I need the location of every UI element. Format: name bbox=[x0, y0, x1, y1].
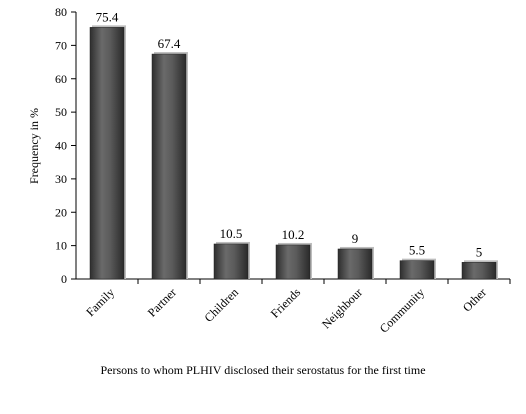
bars bbox=[89, 25, 498, 280]
category-label: Children bbox=[202, 285, 242, 325]
y-axis-title: Frequency in % bbox=[27, 108, 41, 184]
data-label: 5.5 bbox=[409, 243, 425, 258]
y-tick-label: 0 bbox=[61, 272, 67, 286]
y-tick-label: 10 bbox=[55, 239, 67, 253]
data-label: 10.2 bbox=[282, 227, 305, 242]
category-label: Partner bbox=[145, 285, 179, 319]
bar-friends bbox=[275, 244, 311, 280]
y-tick-label: 80 bbox=[55, 5, 67, 19]
bar-neighbour bbox=[337, 248, 373, 280]
y-tick-label: 60 bbox=[55, 72, 67, 86]
bar-children bbox=[213, 243, 249, 280]
data-label: 10.5 bbox=[220, 226, 243, 241]
data-label: 5 bbox=[476, 244, 483, 259]
data-label: 67.4 bbox=[158, 36, 181, 51]
y-tick-label: 70 bbox=[55, 38, 67, 52]
y-tick-label: 20 bbox=[55, 205, 67, 219]
category-label: Neighbour bbox=[319, 285, 365, 331]
data-label: 75.4 bbox=[96, 9, 119, 24]
data-label: 9 bbox=[352, 231, 359, 246]
category-label: Family bbox=[83, 285, 117, 319]
y-tick-label: 30 bbox=[55, 172, 67, 186]
category-label: Community bbox=[377, 285, 427, 335]
y-tick-label: 40 bbox=[55, 139, 67, 153]
category-label: Friends bbox=[268, 285, 304, 321]
category-label: Other bbox=[460, 285, 489, 314]
bar-partner bbox=[151, 53, 187, 280]
axes bbox=[71, 11, 511, 284]
y-tick-label: 50 bbox=[55, 105, 67, 119]
x-axis-title: Persons to whom PLHIV disclosed their se… bbox=[100, 363, 425, 377]
bar-community bbox=[399, 260, 435, 280]
bar-other bbox=[461, 262, 497, 280]
bar-family bbox=[89, 27, 125, 280]
